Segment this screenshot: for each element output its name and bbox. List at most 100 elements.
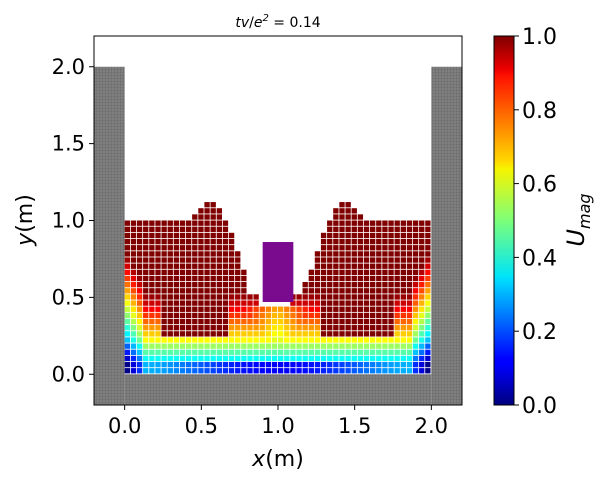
particle — [192, 312, 198, 319]
particle — [173, 275, 180, 282]
particle — [210, 331, 216, 337]
particle — [314, 318, 321, 325]
particle — [155, 275, 161, 282]
particle — [382, 232, 388, 239]
particle — [143, 349, 149, 355]
particle — [290, 355, 296, 362]
particle — [333, 238, 339, 245]
particle — [376, 318, 382, 325]
particle — [327, 220, 333, 226]
particle — [247, 331, 253, 337]
particle — [247, 306, 253, 312]
particle — [320, 368, 327, 374]
particle — [241, 343, 247, 349]
particle — [314, 355, 321, 362]
particle — [333, 343, 339, 349]
particle — [143, 306, 149, 312]
particle — [155, 325, 161, 331]
particle — [339, 275, 345, 282]
particle — [370, 306, 376, 312]
particle — [235, 355, 241, 362]
particle — [161, 288, 167, 294]
particle — [406, 294, 413, 300]
particle — [130, 294, 137, 300]
particle — [204, 245, 210, 251]
particle — [320, 245, 327, 251]
particle — [370, 318, 376, 325]
particle — [155, 232, 161, 239]
particle — [136, 325, 143, 331]
particle — [382, 251, 388, 257]
particle — [124, 300, 130, 306]
particle — [198, 263, 204, 269]
particle — [167, 232, 173, 239]
particle — [198, 306, 204, 312]
particle — [394, 245, 400, 251]
particle — [357, 220, 364, 226]
particle — [327, 349, 333, 355]
particle — [314, 294, 321, 300]
particle — [149, 306, 155, 312]
particle — [271, 343, 278, 349]
particle — [204, 269, 210, 276]
particle — [425, 238, 431, 245]
particle — [327, 245, 333, 251]
particle — [363, 226, 370, 232]
particle — [235, 263, 241, 269]
particle — [253, 349, 259, 355]
particle — [155, 226, 161, 232]
particle — [186, 238, 192, 245]
particle — [327, 355, 333, 362]
particle — [339, 238, 345, 245]
particle — [136, 312, 143, 319]
particle — [406, 282, 413, 288]
particle — [333, 331, 339, 337]
particle — [351, 282, 357, 288]
particle — [382, 300, 388, 306]
particle — [204, 226, 210, 232]
particle — [247, 349, 253, 355]
particle — [167, 318, 173, 325]
particle — [210, 226, 216, 232]
particle — [222, 269, 229, 276]
particle — [333, 220, 339, 226]
particle — [186, 269, 192, 276]
particle — [192, 355, 198, 362]
particle — [419, 325, 425, 331]
particle — [370, 251, 376, 257]
particle — [149, 232, 155, 239]
particle — [406, 306, 413, 312]
particle — [247, 368, 253, 374]
particle — [357, 294, 364, 300]
particle — [345, 312, 351, 319]
particle — [143, 325, 149, 331]
particle — [241, 312, 247, 319]
particle — [247, 343, 253, 349]
particle — [265, 361, 272, 368]
particle — [400, 245, 406, 251]
particle — [406, 355, 413, 362]
particle — [351, 361, 357, 368]
particle — [204, 355, 210, 362]
particle — [327, 337, 333, 343]
particle — [155, 220, 161, 226]
particle — [345, 361, 351, 368]
particle — [327, 275, 333, 282]
particle — [235, 331, 241, 337]
particle — [235, 343, 241, 349]
particle — [302, 306, 308, 312]
particle — [382, 245, 388, 251]
particle — [136, 288, 143, 294]
particle — [345, 275, 351, 282]
particle — [357, 355, 364, 362]
particle — [345, 282, 351, 288]
particle — [136, 275, 143, 282]
particle — [351, 245, 357, 251]
particle — [179, 325, 186, 331]
particle — [161, 361, 167, 368]
particle — [241, 361, 247, 368]
particle — [388, 312, 394, 319]
particle — [376, 226, 382, 232]
particle — [333, 232, 339, 239]
particle — [124, 263, 130, 269]
